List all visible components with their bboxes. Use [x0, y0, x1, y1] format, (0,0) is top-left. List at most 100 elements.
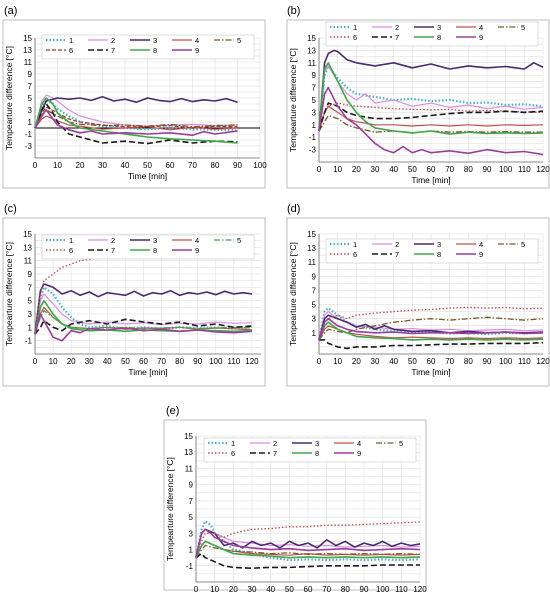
y-tick-label: 9 — [312, 272, 317, 281]
x-tick-label: 0 — [33, 357, 38, 366]
x-tick-label: 50 — [143, 161, 152, 170]
x-tick-label: 100 — [499, 357, 513, 366]
series-line-5 — [318, 316, 544, 341]
y-tick-label: 11 — [185, 464, 194, 473]
x-tick-label: 110 — [518, 357, 531, 366]
legend-box — [203, 437, 417, 463]
series-line-2 — [34, 94, 238, 129]
legend-entry: 3 — [153, 36, 157, 45]
y-tick-label: 13 — [23, 243, 32, 252]
legend-entry: 3 — [437, 23, 441, 32]
x-tick-label: 50 — [408, 165, 417, 174]
series-line-7 — [195, 552, 420, 570]
series-line-9 — [34, 109, 238, 136]
series-line-8 — [318, 61, 544, 135]
x-tick-label: 10 — [53, 161, 62, 170]
series-line-6 — [34, 253, 144, 335]
x-tick-label: 90 — [483, 357, 492, 366]
x-tick-label: 60 — [427, 357, 436, 366]
x-tick-label: 80 — [341, 585, 350, 594]
x-tick-label: 20 — [76, 161, 85, 170]
y-tick-label: 1 — [28, 118, 33, 127]
legend-box — [41, 234, 255, 260]
legend-entry: 9 — [479, 250, 483, 259]
legend: 1 2 3 4 5 6 7 8 9 — [41, 234, 255, 260]
series-line-2 — [34, 293, 253, 335]
legend-box — [325, 238, 539, 264]
series-line-1 — [194, 520, 421, 562]
legend-entry: 5 — [521, 240, 525, 249]
legend-entry: 5 — [237, 36, 241, 45]
series-line-9 — [34, 313, 253, 342]
y-tick-label: 9 — [312, 71, 317, 80]
x-tick-label: 50 — [285, 585, 294, 594]
x-tick-label: 60 — [304, 585, 313, 594]
legend-entry: 5 — [521, 23, 525, 32]
series-line-7 — [34, 318, 253, 335]
x-tick-label: 60 — [427, 165, 436, 174]
y-tick-label: 7 — [189, 497, 194, 506]
legend-entry: 7 — [273, 449, 277, 458]
y-tick-label: -1 — [25, 337, 33, 346]
y-tick-label: 5 — [312, 301, 317, 310]
legend-entry: 4 — [195, 236, 199, 245]
legend: 1 2 3 4 5 6 7 8 9 — [41, 34, 255, 60]
x-tick-label: 90 — [233, 161, 242, 170]
x-tick-label: 90 — [360, 585, 369, 594]
x-tick-label: 0 — [33, 161, 38, 170]
x-tick-label: 60 — [166, 161, 175, 170]
y-tick-label: 5 — [312, 96, 317, 105]
y-tick-label: 1 — [312, 121, 317, 130]
x-tick-label: 80 — [464, 165, 473, 174]
y-tick-label: 13 — [307, 46, 316, 55]
y-tick-label: 15 — [23, 230, 32, 239]
y-tick-label: 5 — [189, 513, 194, 522]
legend-entry: 9 — [357, 449, 361, 458]
y-tick-label: 7 — [312, 84, 317, 93]
x-tick-label: 20 — [67, 357, 76, 366]
legend-entry: 2 — [395, 240, 399, 249]
y-tick-label: 9 — [28, 270, 33, 279]
x-tick-label: 50 — [121, 357, 130, 366]
series-line-9 — [318, 86, 544, 156]
y-tick-label: 3 — [189, 529, 194, 538]
y-tick-label: 15 — [307, 34, 316, 43]
legend-entry: 2 — [111, 236, 115, 245]
series-line-8 — [318, 321, 544, 341]
x-tick-label: 70 — [445, 165, 454, 174]
legend-entry: 3 — [315, 439, 319, 448]
y-tick-label: 15 — [184, 432, 193, 441]
x-tick-label: 40 — [121, 161, 130, 170]
y-tick-label: 3 — [28, 106, 33, 115]
x-tick-label: 20 — [352, 165, 361, 174]
x-tick-label: 100 — [253, 161, 267, 170]
series-line-7 — [319, 339, 544, 350]
legend-entry: 8 — [315, 449, 319, 458]
y-tick-label: 13 — [307, 244, 316, 253]
y-tick-label: -1 — [186, 562, 194, 571]
y-tick-label: -1 — [309, 133, 317, 142]
legend-box — [41, 34, 255, 60]
series-line-8 — [34, 97, 238, 144]
x-tick-label: 120 — [536, 357, 550, 366]
x-tick-label: 20 — [229, 585, 238, 594]
legend-entry: 6 — [69, 246, 73, 255]
x-tick-label: 120 — [245, 357, 259, 366]
x-tick-label: 10 — [210, 585, 219, 594]
legend-entry: 3 — [437, 240, 441, 249]
series-line-8 — [195, 540, 421, 559]
series-line-7 — [318, 102, 544, 132]
x-tick-label: 0 — [194, 585, 199, 594]
y-tick-label: 11 — [308, 258, 317, 267]
x-tick-label: 70 — [188, 161, 197, 170]
y-tick-label: 9 — [28, 70, 33, 79]
x-tick-label: 80 — [175, 357, 184, 366]
legend-entry: 6 — [69, 46, 73, 55]
y-tick-label: -3 — [25, 142, 33, 151]
series-line-5 — [34, 310, 253, 335]
legend-entry: 8 — [153, 246, 157, 255]
